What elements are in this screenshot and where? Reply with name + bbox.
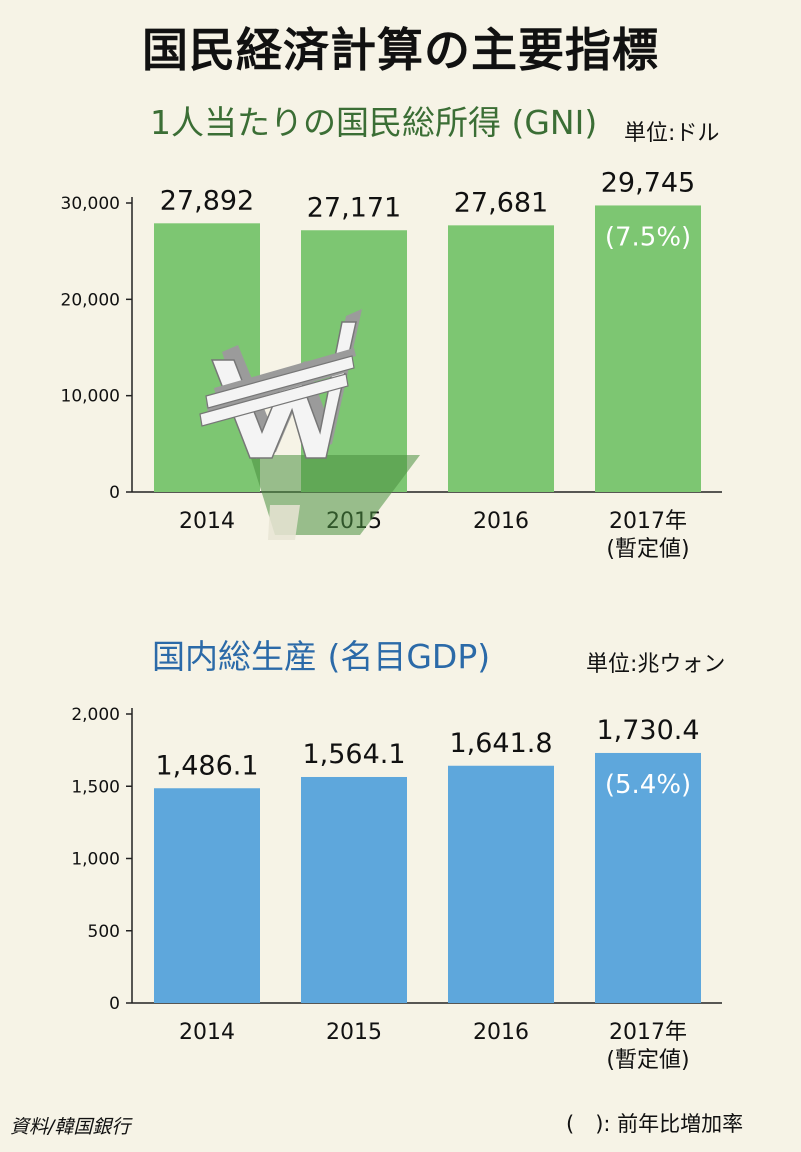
gni-value-label: 27,171 — [307, 192, 401, 223]
gdp-unit-label: 単位:兆ウォン — [586, 652, 726, 677]
gni-y-tick-label: 20,000 — [61, 290, 120, 310]
gdp-category-label: 2014 — [179, 1020, 235, 1045]
gdp-bar-chart: 0 500 1,000 1,500 2,000 1,486.1 2014 1,564.1 201… — [71, 705, 722, 1073]
gdp-value-label: 1,486.1 — [155, 750, 258, 781]
growth-rate-note: ( ): 前年比増加率 — [566, 1112, 744, 1136]
gni-bar — [154, 223, 260, 492]
gdp-value-label: 1,730.4 — [596, 715, 699, 746]
gni-bar — [595, 205, 701, 493]
gni-category-label: 2016 — [473, 509, 529, 534]
gni-category-label: 2014 — [179, 509, 235, 534]
gni-y-tick-label: 30,000 — [61, 194, 120, 214]
gdp-y-tick-label: 0 — [109, 994, 120, 1014]
gni-y-tick-label: 10,000 — [61, 387, 120, 407]
gni-bar-chart: 010,00020,00030,00027,892201427,17120152… — [61, 167, 722, 562]
gni-y-tick-label: 0 — [109, 483, 120, 503]
gdp-category-label: (暫定値) — [606, 1048, 689, 1073]
gni-value-label: 27,892 — [160, 185, 254, 216]
won-sign-3d-icon — [199, 309, 420, 540]
gdp-category-label: 2015 — [326, 1020, 382, 1045]
gdp-value-label: 1,641.8 — [449, 728, 552, 759]
gdp-growth-label: (5.4%) — [605, 770, 691, 800]
gdp-y-tick-label: 1,000 — [71, 850, 120, 870]
gni-category-label: (暫定値) — [606, 537, 689, 562]
gdp-bar — [154, 788, 260, 1003]
gdp-bar — [301, 776, 407, 1003]
gdp-category-label: 2017年 — [609, 1020, 687, 1045]
gdp-value-label: 1,564.1 — [302, 739, 405, 770]
gdp-bar — [448, 765, 554, 1003]
gdp-y-tick-label: 1,500 — [71, 777, 120, 797]
gdp-bar — [595, 752, 701, 1003]
gni-bar — [448, 225, 554, 492]
gni-chart-title: 1人当たりの国民総所得 (GNI) — [150, 103, 598, 142]
gdp-chart-title: 国内総生産 (名目GDP) — [152, 637, 491, 676]
gni-value-label: 29,745 — [601, 167, 695, 198]
page-title: 国民経済計算の主要指標 — [142, 23, 659, 77]
gni-unit-label: 単位:ドル — [624, 121, 720, 146]
source-note: 資料/韓国銀行 — [10, 1116, 131, 1138]
gdp-y-tick-label: 500 — [88, 922, 120, 942]
gdp-category-label: 2016 — [473, 1020, 529, 1045]
gni-category-label: 2017年 — [609, 509, 687, 534]
gdp-y-tick-label: 2,000 — [71, 705, 120, 725]
gni-value-label: 27,681 — [454, 187, 548, 218]
gni-growth-label: (7.5%) — [605, 222, 691, 252]
